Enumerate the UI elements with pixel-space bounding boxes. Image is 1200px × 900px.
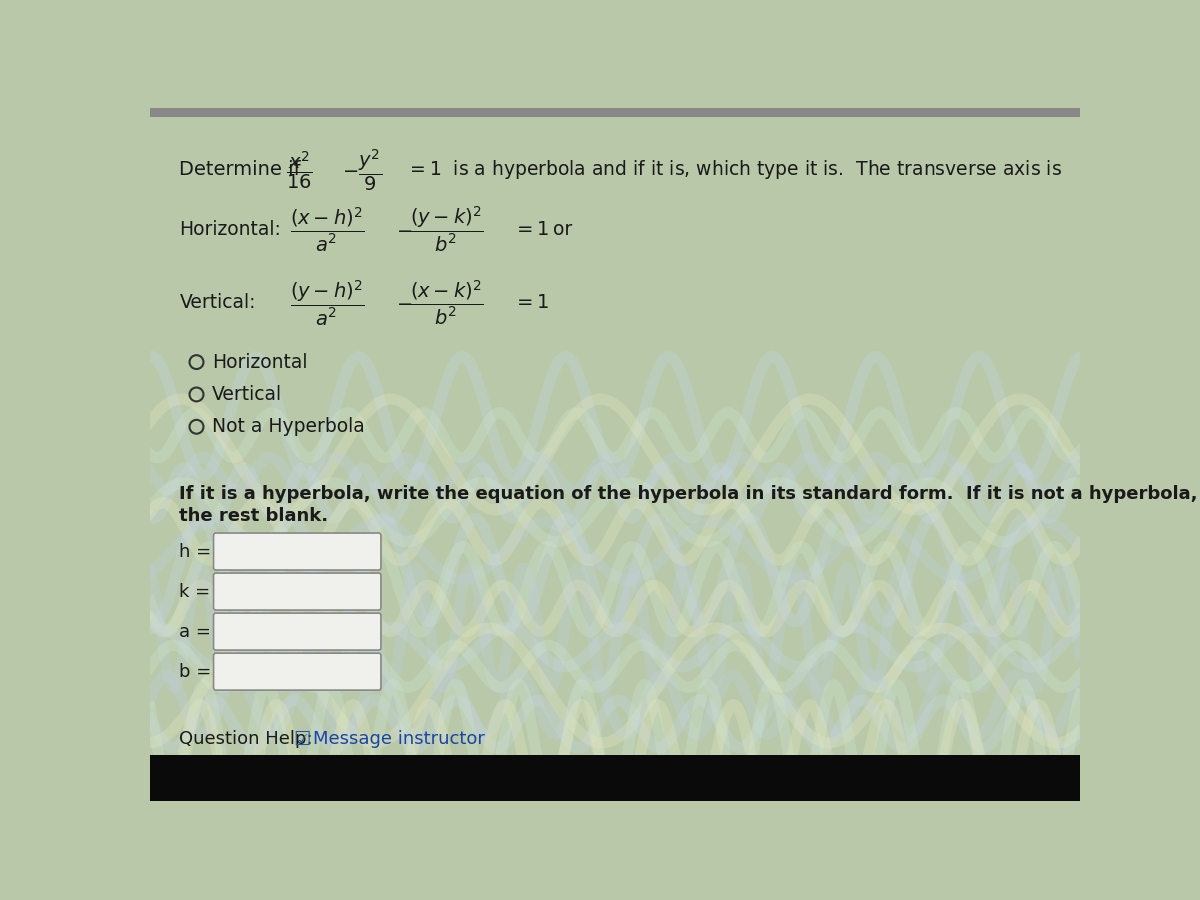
Text: $-$: $-$ (396, 220, 413, 239)
Text: Not a Hyperbola: Not a Hyperbola (212, 418, 365, 436)
Text: b =: b = (180, 662, 211, 680)
Text: $-$: $-$ (396, 293, 413, 312)
Text: If it is a hyperbola, write the equation of the hyperbola in its standard form. : If it is a hyperbola, write the equation… (180, 485, 1200, 503)
Text: Horizontal:: Horizontal: (180, 220, 281, 239)
FancyBboxPatch shape (214, 573, 380, 610)
Text: Message instructor: Message instructor (313, 730, 485, 748)
FancyBboxPatch shape (214, 613, 380, 650)
FancyBboxPatch shape (150, 755, 1080, 801)
Text: $= 1$: $= 1$ (512, 220, 550, 239)
Text: Horizontal: Horizontal (212, 353, 307, 372)
FancyBboxPatch shape (214, 653, 380, 690)
Text: or: or (553, 220, 572, 239)
Text: $\dfrac{y^2}{9}$: $\dfrac{y^2}{9}$ (358, 147, 382, 193)
Text: ☑: ☑ (293, 730, 311, 749)
Text: Vertical: Vertical (212, 385, 282, 404)
Text: $\dfrac{(y-h)^2}{a^2}$: $\dfrac{(y-h)^2}{a^2}$ (289, 278, 364, 328)
Text: h =: h = (180, 543, 211, 561)
Text: Vertical:: Vertical: (180, 293, 256, 312)
Text: $\dfrac{(x-h)^2}{a^2}$: $\dfrac{(x-h)^2}{a^2}$ (289, 205, 364, 254)
Text: Determine if: Determine if (180, 160, 301, 179)
FancyBboxPatch shape (214, 533, 380, 570)
Text: k =: k = (180, 582, 210, 600)
FancyBboxPatch shape (150, 108, 1080, 117)
Text: $\dfrac{(y-k)^2}{b^2}$: $\dfrac{(y-k)^2}{b^2}$ (409, 205, 484, 255)
Text: $\dfrac{x^2}{16}$: $\dfrac{x^2}{16}$ (286, 148, 312, 191)
Text: the rest blank.: the rest blank. (180, 507, 329, 525)
Text: Question Help:: Question Help: (180, 730, 313, 748)
Text: $\dfrac{(x-k)^2}{b^2}$: $\dfrac{(x-k)^2}{b^2}$ (409, 279, 484, 327)
Text: $-$: $-$ (342, 160, 359, 179)
Text: $= 1$  is a hyperbola and if it is, which type it is.  The transverse axis is: $= 1$ is a hyperbola and if it is, which… (406, 158, 1062, 181)
Text: $= 1$: $= 1$ (512, 293, 550, 312)
Text: a =: a = (180, 623, 211, 641)
